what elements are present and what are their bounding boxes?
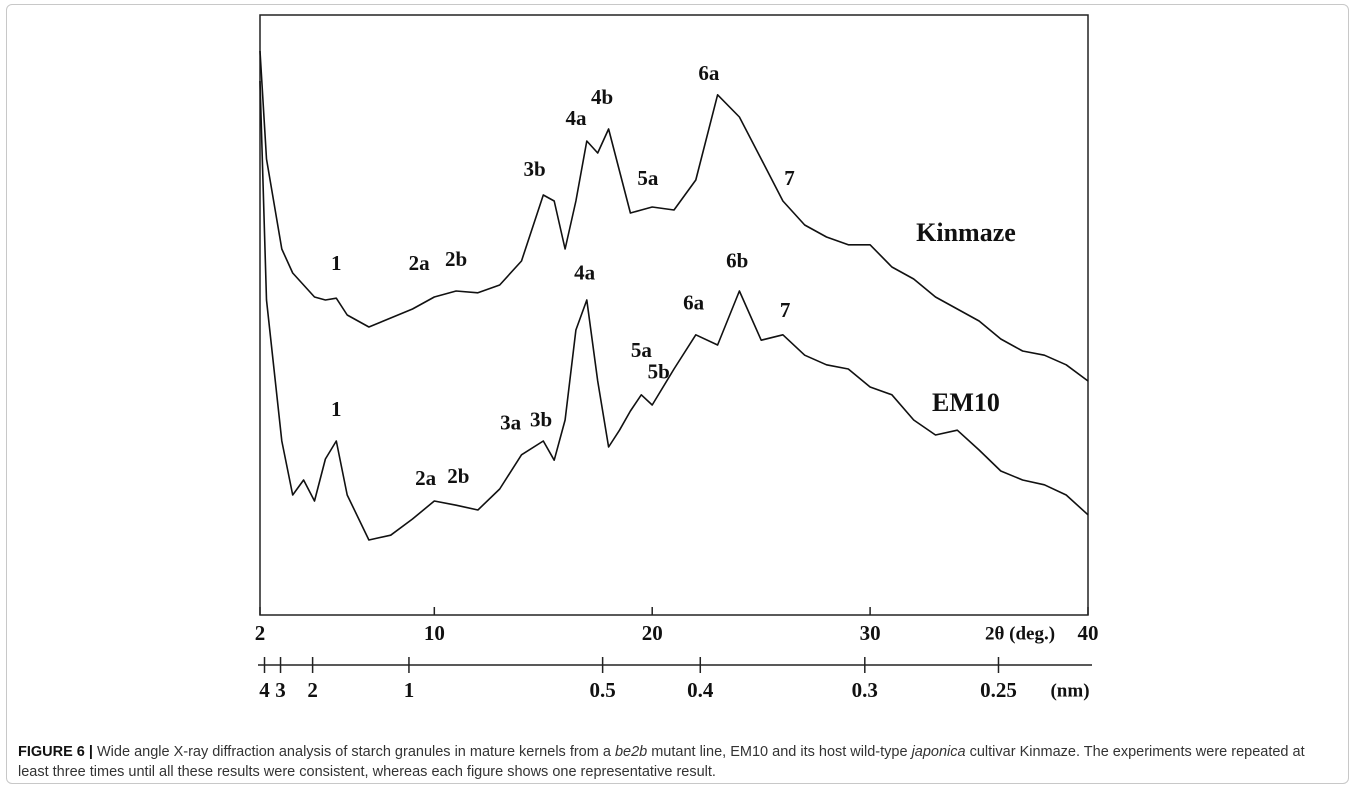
peak-annotation: 6a: [698, 61, 720, 85]
caption-text: cultivar Kinmaze. The experiments were r…: [18, 744, 1305, 780]
peak-annotation: 4a: [565, 106, 587, 130]
peak-annotation: 1: [331, 251, 342, 275]
series-line: [259, 80, 1089, 541]
peak-annotation: 7: [780, 298, 791, 322]
x-tick-label: 30: [860, 621, 881, 645]
x2-tick-label: 0.3: [852, 678, 878, 702]
plot-frame: [259, 14, 1089, 616]
x-tick-label: 2: [255, 621, 266, 645]
peak-annotation: 5a: [631, 338, 653, 362]
caption-text: Wide angle X-ray diffraction analysis of…: [97, 744, 615, 760]
peak-annotation: 2a: [409, 251, 431, 275]
x-axis-label: 2θ (deg.): [985, 623, 1055, 644]
caption-label: FIGURE 6 |: [18, 744, 93, 760]
figure-frame: [6, 4, 1349, 784]
x2-tick-label: 0.4: [687, 678, 714, 702]
series-line: [259, 50, 1089, 382]
x2-axis-label: (nm): [1050, 680, 1089, 701]
caption-italic: be2b: [614, 744, 648, 760]
x2-tick-label: 3: [275, 678, 286, 702]
peak-annotation: 2a: [415, 466, 437, 490]
peak-annotation: 2b: [447, 464, 469, 488]
x2-tick-label: 2: [307, 678, 318, 702]
peak-annotation: Kinmaze: [916, 218, 1016, 247]
peak-annotation: 4a: [574, 261, 596, 285]
caption-italic: japonica: [911, 744, 966, 760]
peak-annotation: 5b: [648, 360, 670, 384]
peak-annotation: 1: [331, 397, 342, 421]
x-tick-label: 10: [424, 621, 445, 645]
x2-tick-label: 4: [259, 678, 270, 702]
peak-annotation: 3b: [523, 157, 545, 181]
x-tick-label: 40: [1078, 621, 1099, 645]
x-tick-label: 20: [642, 621, 663, 645]
peak-annotation: 7: [784, 166, 795, 190]
peak-annotation: 6a: [683, 291, 705, 315]
peak-annotation: 2b: [445, 247, 467, 271]
peak-annotation: 4b: [591, 85, 613, 109]
caption-text: mutant line, EM10 and its host wild-type: [647, 744, 912, 760]
peak-annotation: 3b: [530, 408, 552, 432]
x2-tick-label: 0.25: [980, 678, 1017, 702]
chart: 2θ (deg.) (nm) 2 10 20 30 404 3 2 1 0.5 0.4 0.3 0.2…: [255, 14, 1099, 702]
peak-annotation: EM10: [932, 388, 1000, 417]
peak-annotation: 5a: [637, 166, 659, 190]
x2-tick-label: 1: [404, 678, 415, 702]
x2-tick-label: 0.5: [590, 678, 616, 702]
caption: FIGURE 6 | Wide angle X-ray diffraction …: [18, 742, 1338, 782]
peak-annotation: 3a: [500, 411, 522, 435]
peak-annotation: 6b: [726, 249, 748, 273]
